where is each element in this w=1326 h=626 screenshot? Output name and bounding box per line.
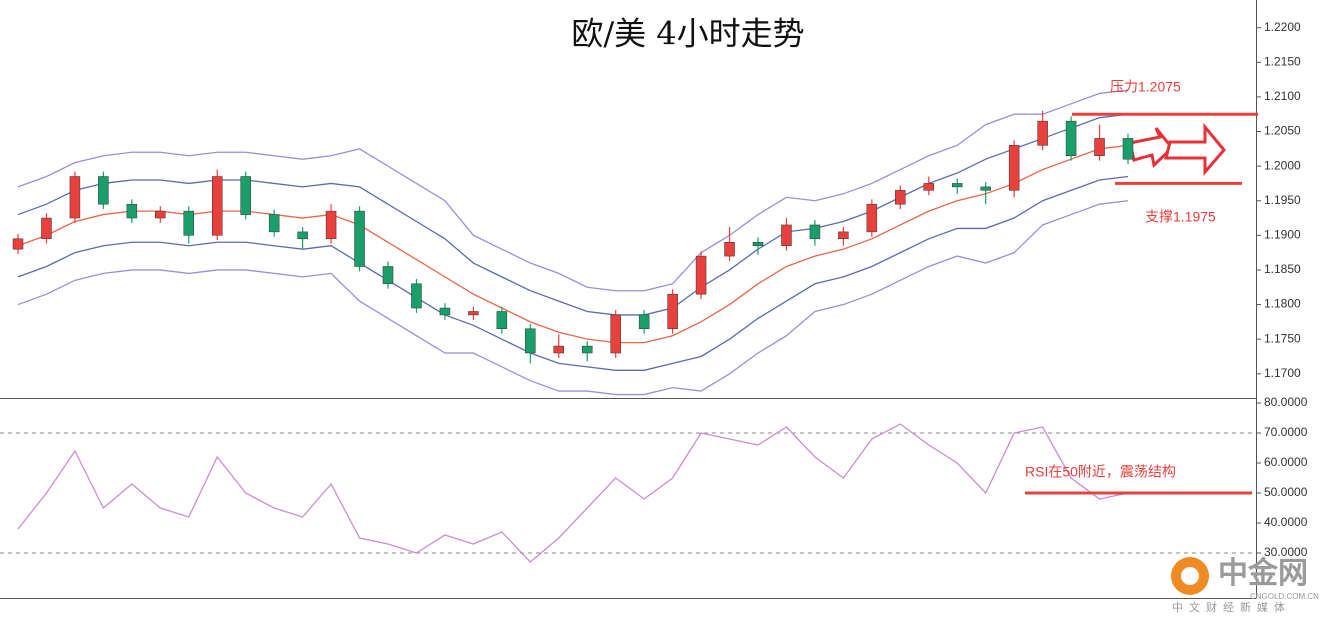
candle-body (41, 217, 52, 240)
candle-body (1122, 138, 1134, 160)
y-tick-label: 1.2150 (1264, 54, 1301, 68)
rsi-line (17, 423, 1129, 563)
candle-body (155, 210, 166, 219)
annotation: 支撑1.1975 (1145, 209, 1216, 225)
candle-body (354, 210, 365, 267)
candle-body (98, 176, 109, 205)
candle-body (1094, 138, 1105, 156)
y-tick-label: 1.1850 (1264, 262, 1301, 276)
candle-body (1008, 145, 1020, 191)
y-tick-label: 1.1950 (1264, 193, 1301, 207)
candle-body (980, 186, 991, 191)
candle-body (297, 231, 308, 240)
candle-body (638, 314, 650, 330)
candle-body (838, 231, 849, 240)
annotation: 压力1.2075 (1110, 79, 1181, 95)
watermark: 中金网 CNGOLD.COM.CN 中文财经新媒体 (1171, 556, 1319, 614)
candle-body (752, 242, 764, 246)
band-line (17, 89, 1129, 292)
candle-body (12, 238, 24, 250)
y-tick-label: 1.2050 (1264, 124, 1301, 138)
candle-body (439, 307, 451, 316)
candle-body (240, 176, 251, 215)
y-tick-label: 1.1750 (1264, 331, 1301, 345)
watermark-name: 中金网 (1218, 556, 1308, 590)
y-tick-label: 1.1900 (1264, 228, 1301, 242)
candle-body (667, 293, 678, 330)
candle-body (866, 203, 878, 233)
y-tick-label: 1.2000 (1264, 158, 1301, 172)
candle-body (695, 255, 707, 295)
y-tick-label: 1.2100 (1264, 89, 1301, 103)
logo-inner (1181, 567, 1199, 585)
band-line (17, 113, 1129, 316)
y-tick-label: 1.1800 (1264, 297, 1301, 311)
y-tick-label: 50.0000 (1264, 485, 1308, 499)
candle-body (610, 314, 621, 354)
candle-body (1037, 120, 1048, 146)
candle-body (411, 283, 422, 309)
candle-body (1065, 120, 1077, 156)
y-tick-label: 1.2200 (1264, 20, 1301, 34)
band-line (17, 175, 1129, 371)
watermark-tagline: 中文财经新媒体 (1172, 600, 1291, 614)
candle-body (895, 190, 906, 205)
arrow (1128, 127, 1175, 168)
watermark-url: CNGOLD.COM.CN (1250, 592, 1319, 601)
candle-body (525, 328, 536, 354)
arrow (1164, 122, 1226, 177)
band-line (17, 200, 1129, 396)
candle-body (126, 203, 138, 219)
candle-body (724, 242, 735, 257)
arrows (1128, 122, 1226, 177)
candle-body (496, 311, 508, 330)
candle-body (923, 183, 935, 191)
candle-body (382, 266, 394, 285)
candle-body (325, 210, 337, 240)
y-tick-label: 70.0000 (1264, 425, 1308, 439)
candle-body (781, 224, 792, 246)
candle-body (553, 345, 565, 354)
y-tick-label: 30.0000 (1264, 545, 1308, 559)
y-tick-label: 80.0000 (1264, 395, 1308, 409)
chart-title: 欧/美 4小时走势 (571, 15, 804, 53)
band-line (17, 144, 1129, 344)
candle-body (468, 311, 479, 316)
candle-body (69, 176, 81, 219)
candle-body (809, 224, 821, 240)
candle-body (211, 176, 223, 236)
candle-body (268, 214, 280, 233)
candle-body (951, 183, 963, 188)
y-tick-label: 60.0000 (1264, 455, 1308, 469)
y-tick-label: 40.0000 (1264, 515, 1308, 529)
y-tick-label: 1.1700 (1264, 366, 1301, 380)
candle-body (183, 210, 195, 236)
annotation: RSI在50附近，震荡结构 (1025, 464, 1176, 480)
candle-body (581, 345, 593, 354)
